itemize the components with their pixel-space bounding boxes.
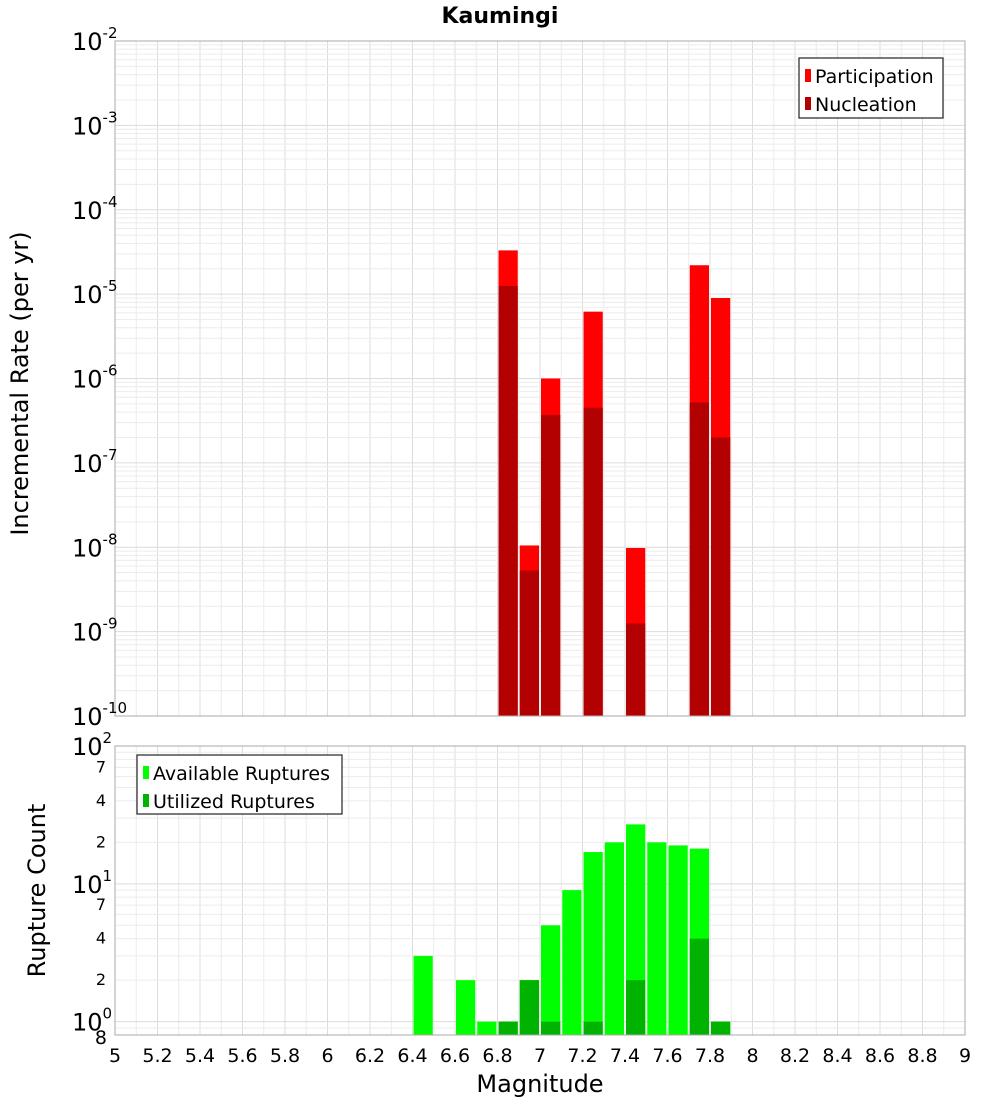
x-tick-label: 8.4: [822, 1045, 852, 1067]
top-legend-label: Participation: [815, 66, 934, 88]
top-legend-label: Nucleation: [815, 94, 917, 116]
top-bar-nucleation: [626, 623, 646, 716]
top-bar-nucleation: [519, 570, 539, 716]
top-legend-box: [798, 57, 944, 119]
bottom-y-axis-label: Rupture Count: [23, 804, 51, 978]
bottom-bar-available-ruptures: [604, 842, 624, 1035]
bottom-legend-box: [136, 754, 343, 815]
top-bar-nucleation: [541, 414, 561, 716]
x-tick-label: 6.8: [482, 1045, 512, 1067]
x-tick-label: 7.2: [567, 1045, 597, 1067]
top-bar-nucleation: [711, 437, 731, 716]
bottom-bar-available-ruptures: [668, 845, 688, 1035]
bottom-y-tick-label: 101: [72, 867, 112, 899]
bottom-legend-swatch: [143, 794, 149, 807]
top-y-tick-label: 10-7: [72, 446, 118, 478]
bottom-y-min-tick-label: 8: [95, 1027, 107, 1049]
top-y-tick-label: 10-10: [72, 699, 127, 731]
bottom-legend-label: Available Ruptures: [153, 763, 330, 785]
x-tick-label: 8: [746, 1045, 758, 1067]
bottom-y-minor-tick-label: 4: [96, 791, 106, 810]
bottom-bar-utilized-ruptures: [519, 980, 539, 1035]
x-tick-label: 5.4: [185, 1045, 215, 1067]
x-tick-label: 8.2: [780, 1045, 810, 1067]
x-axis-label: Magnitude: [476, 1070, 603, 1098]
top-y-tick-label: 10-2: [72, 24, 118, 56]
x-tick-label: 7.4: [610, 1045, 640, 1067]
top-legend-swatch: [805, 97, 811, 110]
top-y-tick-label: 10-3: [72, 108, 118, 140]
bottom-bar-utilized-ruptures: [498, 1021, 518, 1035]
bottom-bar-available-ruptures: [541, 925, 561, 1035]
x-tick-label: 7.8: [695, 1045, 725, 1067]
x-tick-label: 5.6: [227, 1045, 257, 1067]
x-tick-label: 6.4: [397, 1045, 427, 1067]
bottom-y-minor-tick-label: 4: [96, 929, 106, 948]
x-tick-label: 5.2: [142, 1045, 172, 1067]
bottom-y-minor-tick-label: 7: [96, 757, 106, 776]
top-y-tick-label: 10-9: [72, 615, 118, 647]
top-bar-nucleation: [498, 285, 518, 716]
bottom-y-minor-tick-label: 7: [96, 895, 106, 914]
top-y-tick-label: 10-6: [72, 362, 118, 394]
bottom-legend-swatch: [143, 766, 149, 779]
bottom-bar-utilized-ruptures: [711, 1021, 731, 1035]
bottom-bar-available-ruptures: [562, 890, 582, 1035]
x-tick-label: 7: [534, 1045, 546, 1067]
top-y-tick-label: 10-8: [72, 530, 118, 562]
bottom-bar-available-ruptures: [647, 842, 667, 1035]
x-tick-label: 6.6: [440, 1045, 470, 1067]
x-tick-label: 5.8: [270, 1045, 300, 1067]
top-y-axis-label: Incremental Rate (per yr): [6, 231, 34, 535]
bottom-y-tick-label: 102: [72, 729, 112, 761]
top-legend-swatch: [805, 69, 811, 82]
bottom-bar-available-ruptures: [477, 1021, 497, 1035]
bottom-plot-border: [114, 745, 966, 1036]
top-bar-nucleation: [689, 402, 709, 716]
x-tick-label: 5: [109, 1045, 121, 1067]
top-y-tick-label: 10-4: [72, 193, 118, 225]
bottom-bar-available-ruptures: [583, 852, 603, 1035]
chart-title: Kaumingi: [442, 4, 559, 29]
bottom-bar-available-ruptures: [456, 980, 476, 1035]
x-tick-label: 6.2: [355, 1045, 385, 1067]
x-tick-label: 7.6: [652, 1045, 682, 1067]
bottom-bar-utilized-ruptures: [583, 1021, 603, 1035]
x-tick-label: 8.8: [907, 1045, 937, 1067]
bottom-bar-available-ruptures: [413, 955, 433, 1035]
bottom-bar-utilized-ruptures: [689, 938, 709, 1035]
bottom-y-minor-tick-label: 2: [96, 970, 106, 989]
bottom-y-minor-tick-label: 2: [96, 832, 106, 851]
top-plot-border: [114, 40, 966, 717]
x-tick-label: 9: [959, 1045, 971, 1067]
x-tick-label: 6: [321, 1045, 333, 1067]
bottom-bar-utilized-ruptures: [626, 980, 646, 1035]
bottom-legend-label: Utilized Ruptures: [153, 791, 315, 813]
bottom-bar-utilized-ruptures: [541, 1021, 561, 1035]
top-y-tick-label: 10-5: [72, 277, 118, 309]
x-tick-label: 8.6: [865, 1045, 895, 1067]
bottom-y-tick-label: 100: [72, 1005, 112, 1037]
top-bar-nucleation: [583, 407, 603, 716]
